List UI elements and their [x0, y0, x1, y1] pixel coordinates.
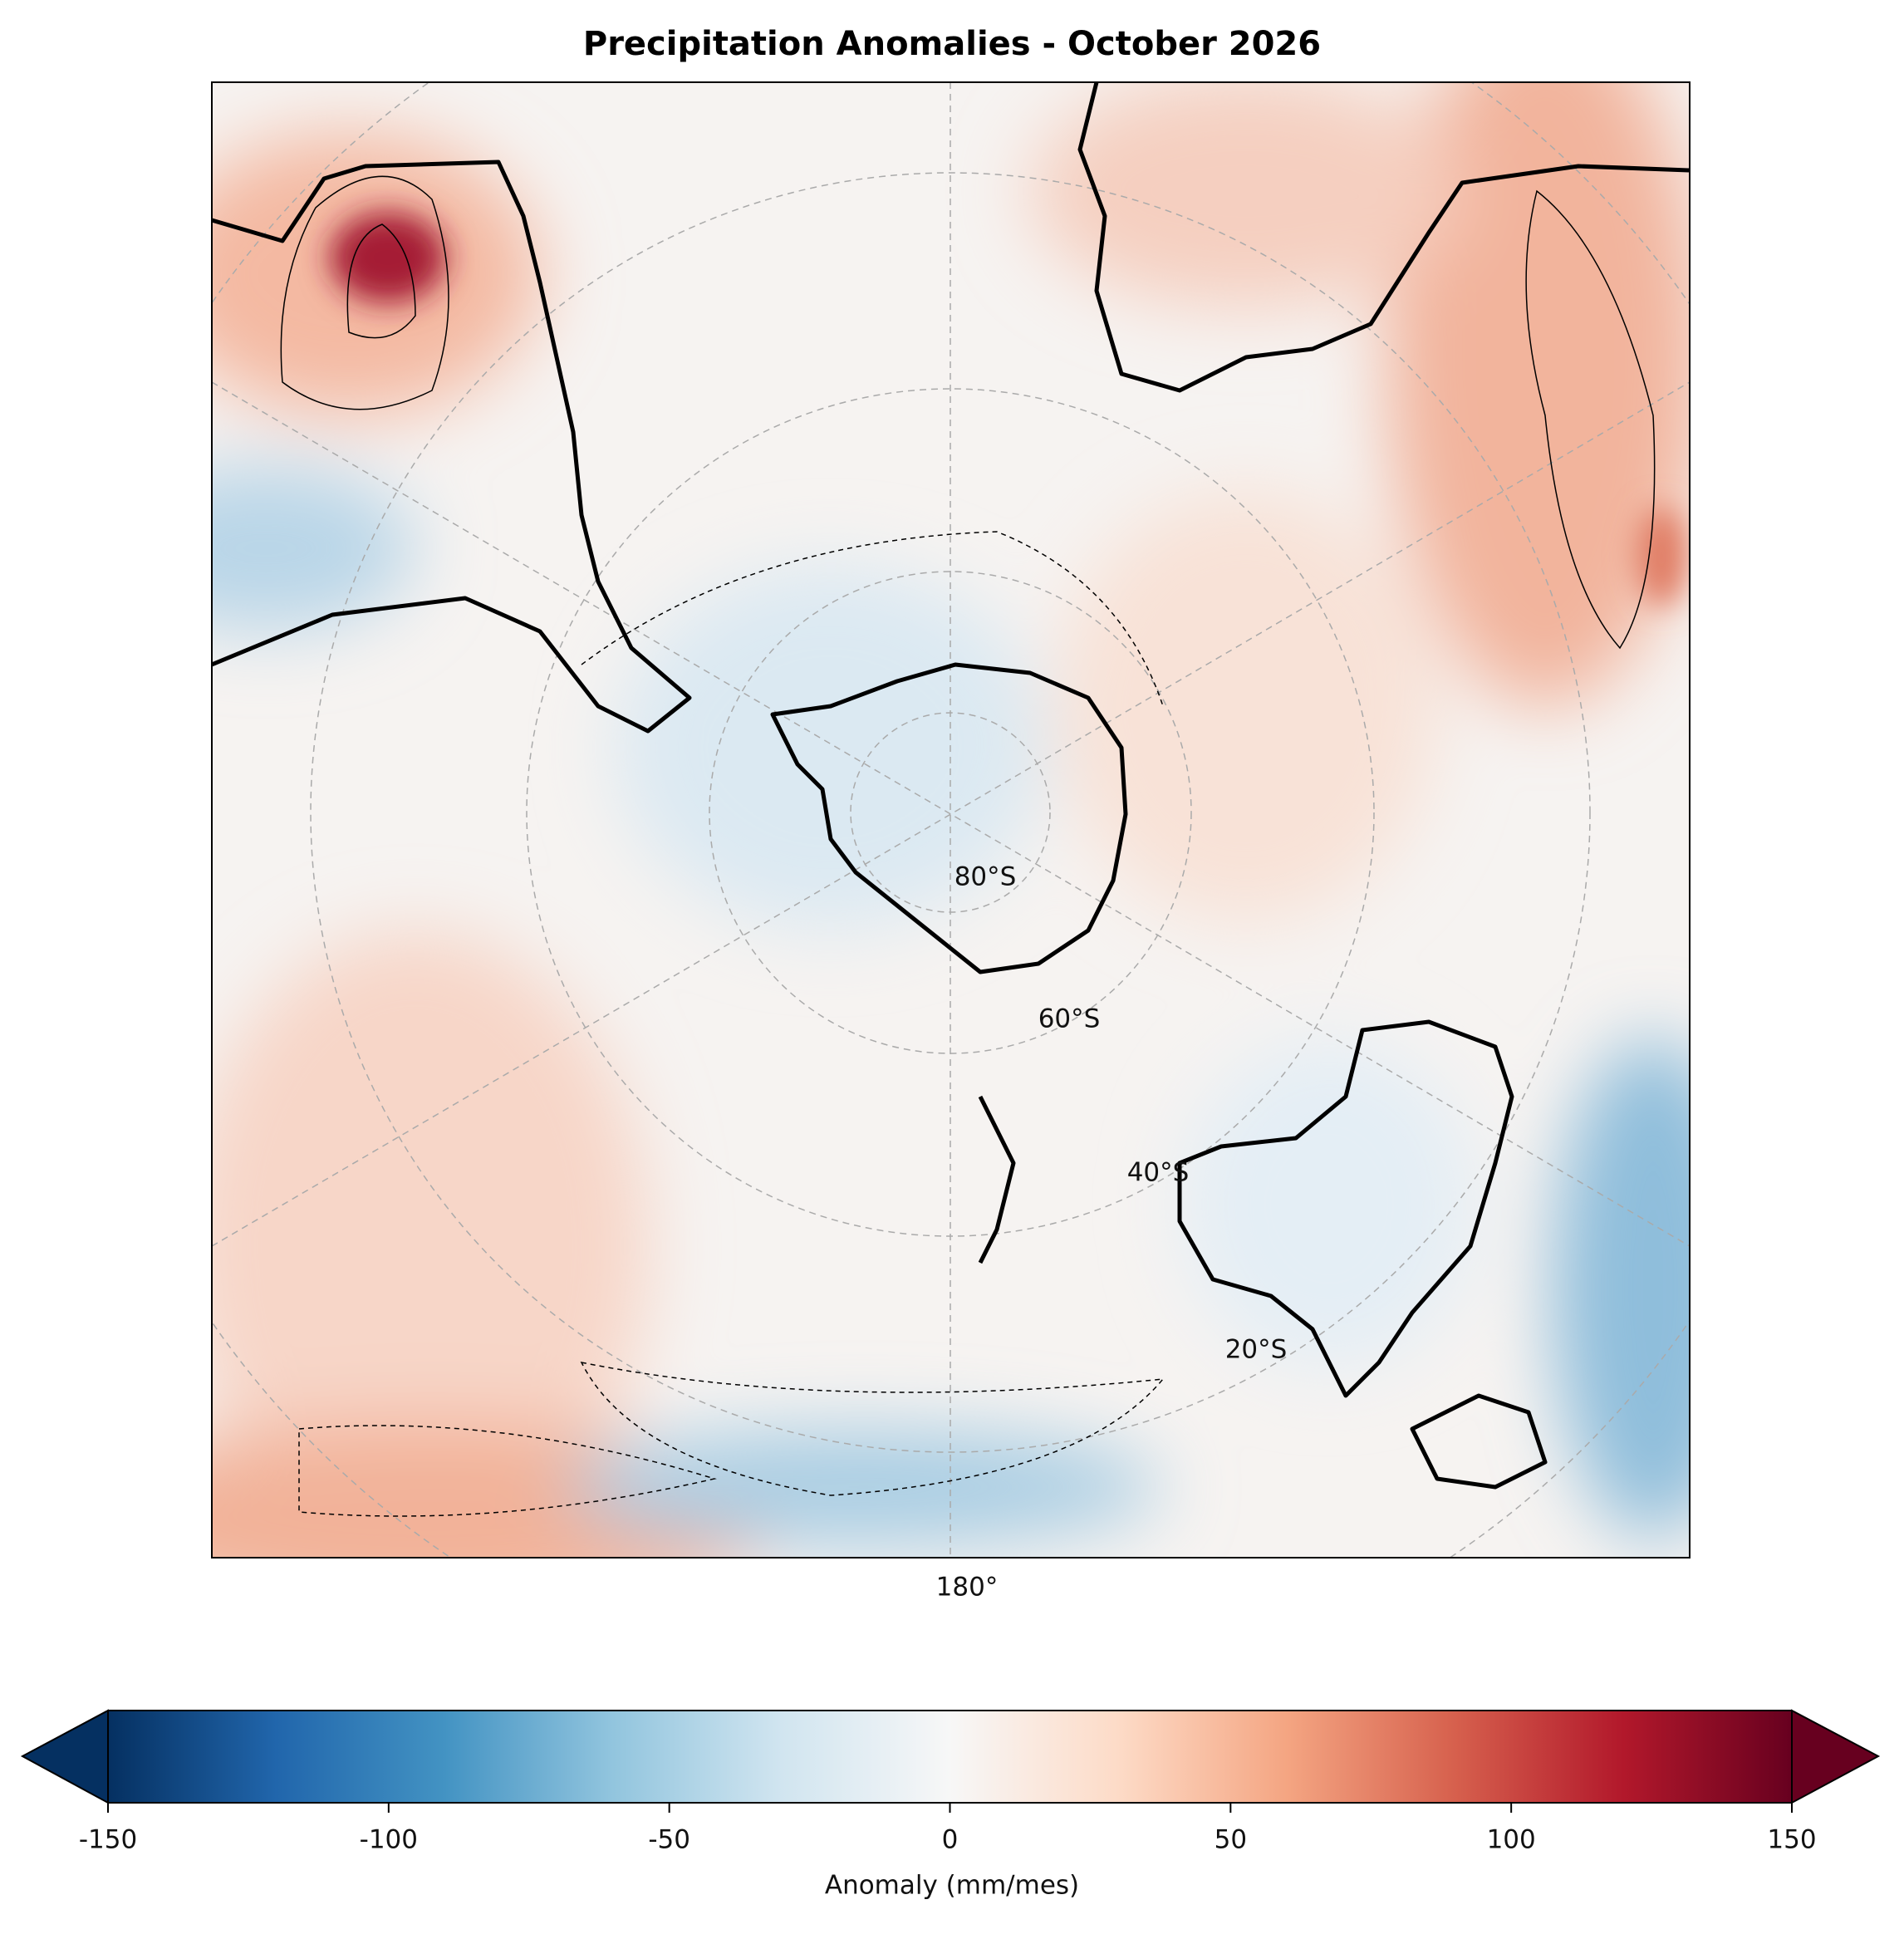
colorbar-extend-high	[1791, 1709, 1881, 1804]
title: Precipitation Anomalies - October 2026	[583, 25, 1321, 63]
parallel-label: 80°S	[954, 862, 1017, 892]
eurasia	[1077, 82, 1690, 393]
colorbar-extend-low	[20, 1709, 109, 1804]
meridian-label: 180°	[936, 1573, 999, 1603]
contours	[280, 175, 1656, 1517]
map: 80°S 60°S 40°S 20°S	[212, 82, 1690, 1558]
south-america	[1177, 1019, 1514, 1398]
parallel-label: 40°S	[1127, 1158, 1190, 1188]
parallel-label: 20°S	[1225, 1335, 1288, 1365]
graticule	[212, 82, 1690, 1558]
colorbar-ramp	[107, 1710, 1793, 1804]
antarctica	[770, 662, 1128, 974]
colorbar-tick-label: -100	[360, 1825, 418, 1855]
australia-part	[1410, 1393, 1548, 1490]
parallel-label: 60°S	[1038, 1004, 1101, 1034]
map-frame	[211, 81, 1691, 1558]
colorbar-label: Anomaly (mm/mes)	[825, 1871, 1079, 1901]
colorbar-tick-label: 150	[1767, 1825, 1816, 1855]
colorbar-tick-label: -50	[648, 1825, 690, 1855]
colorbar-tick-label: -150	[79, 1825, 137, 1855]
colorbar-tick-label: 100	[1487, 1825, 1536, 1855]
anomaly-field	[212, 82, 1690, 1558]
colorbar: Anomaly (mm/mes) -150 -100 -50 0 50 100 150	[20, 1709, 1881, 1901]
coastlines	[212, 82, 1690, 1490]
peninsula	[978, 1095, 1016, 1264]
north-america	[212, 160, 692, 734]
colorbar-tick-label: 50	[1215, 1825, 1247, 1855]
colorbar-tick-label: 0	[942, 1825, 959, 1855]
